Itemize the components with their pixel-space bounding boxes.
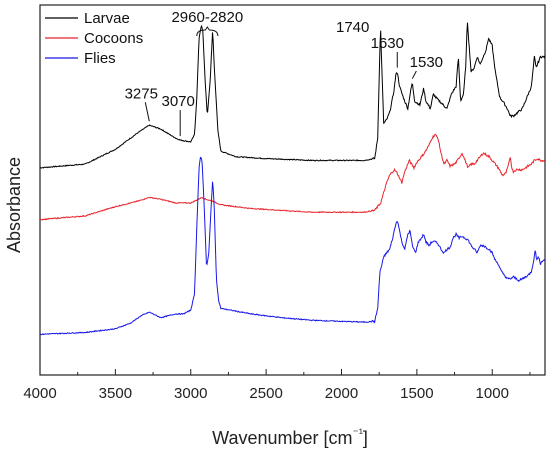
x-axis-title: Wavenumber [cm⁻¹] xyxy=(212,426,368,448)
annotation-label: 1530 xyxy=(410,54,443,71)
series-line-flies xyxy=(39,156,546,336)
annotation-brace xyxy=(196,26,219,37)
x-axis-ticks: 4000 3500 3000 2500 2000 1500 1000 xyxy=(23,369,531,402)
legend-label: Larvae xyxy=(84,10,130,27)
x-tick-label: 2500 xyxy=(249,385,282,402)
x-tick-label: 3000 xyxy=(174,385,207,402)
x-tick-label: 4000 xyxy=(23,385,56,402)
annotation-label: 3275 xyxy=(125,85,158,102)
x-tick-label: 2000 xyxy=(325,385,358,402)
annotation-label: 2960-2820 xyxy=(171,9,243,26)
series-line-larvae xyxy=(39,22,546,169)
plot-frame xyxy=(39,4,546,376)
annotation-label: 3070 xyxy=(162,93,195,110)
annotation-leader xyxy=(144,102,150,122)
legend-label: Flies xyxy=(84,50,116,67)
x-tick-label: 1000 xyxy=(476,385,509,402)
annotation-label: 1630 xyxy=(371,35,404,52)
x-tick-label: 3500 xyxy=(99,385,132,402)
legend-label: Cocoons xyxy=(84,30,143,47)
plot-border xyxy=(39,4,546,376)
x-tick-label: 1500 xyxy=(400,385,433,402)
y-axis-title: Absorbance xyxy=(4,157,24,253)
series-line-cocoons xyxy=(39,133,546,221)
annotation-label: 1740 xyxy=(336,19,369,36)
annotation-leader xyxy=(411,70,417,79)
series-layer xyxy=(39,22,546,336)
legend: Larvae Cocoons Flies xyxy=(45,10,143,67)
